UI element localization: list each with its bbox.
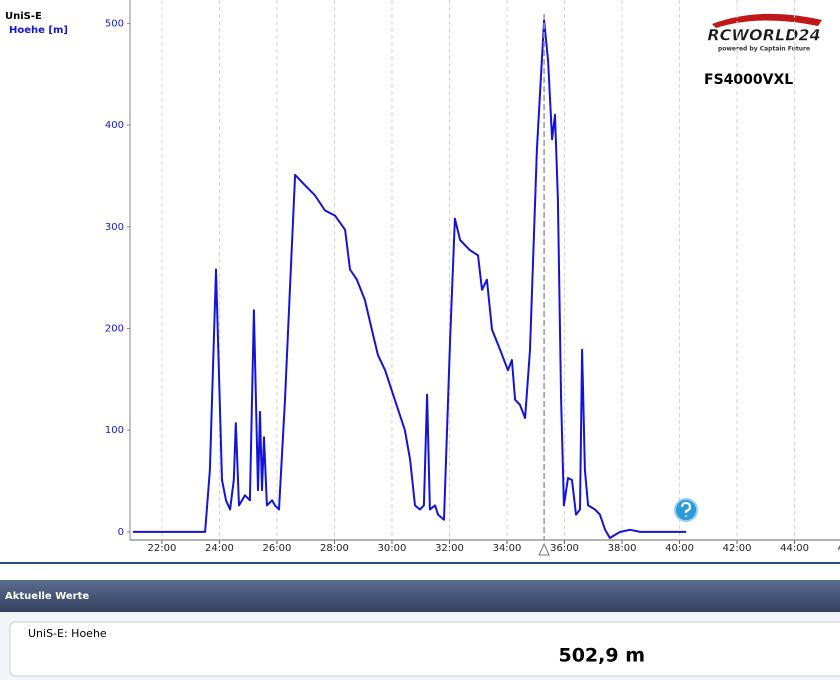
x-tick-label: 34:00 <box>493 543 522 554</box>
value-label: UniS-E: Hoehe <box>28 627 107 640</box>
value-text: 502,9 m <box>558 645 645 667</box>
x-tick-label: 40:00 <box>665 543 694 554</box>
y-tick-label: 100 <box>105 425 124 436</box>
y-tick-label: 500 <box>105 18 124 29</box>
panel-header <box>0 580 840 612</box>
x-tick-label: 38:00 <box>608 543 637 554</box>
x-tick-label: 22:00 <box>148 543 177 554</box>
x-tick-label: 28:00 <box>320 543 349 554</box>
y-tick-label: 300 <box>105 222 124 233</box>
x-tick-label: 36:00 <box>550 543 579 554</box>
y-tick-label: 0 <box>118 527 124 538</box>
y-tick-label: 400 <box>105 120 124 131</box>
model-label: FS4000VXL <box>704 72 793 88</box>
value-box <box>9 621 840 677</box>
x-tick-label: 42:00 <box>723 543 752 554</box>
logo: RCWORLD24 powered by Captain Future <box>707 13 822 53</box>
help-icon[interactable] <box>674 498 698 522</box>
x-tick-label: 46:00 <box>838 543 840 554</box>
x-tick-label: 32:00 <box>435 543 464 554</box>
help-glyph[interactable] <box>680 501 692 517</box>
legend-title: UniS-E <box>5 11 42 22</box>
x-tick-label: 30:00 <box>378 543 407 554</box>
y-tick-label: 200 <box>105 323 124 334</box>
logo-title: RCWORLD24 <box>707 26 820 45</box>
x-tick-label: 24:00 <box>205 543 234 554</box>
panel-title: Aktuelle Werte <box>5 591 89 602</box>
legend-entry: Hoehe [m] <box>9 25 68 36</box>
series-line <box>132 19 687 539</box>
x-tick-label: 44:00 <box>780 543 809 554</box>
cursor-marker <box>538 542 550 556</box>
x-tick-label: 26:00 <box>263 543 292 554</box>
logo-subtitle: powered by Captain Future <box>718 46 810 53</box>
plot: 22:00 24:00 26:00 28:00 30:00 32:00 34:00 36:00… <box>105 0 840 556</box>
